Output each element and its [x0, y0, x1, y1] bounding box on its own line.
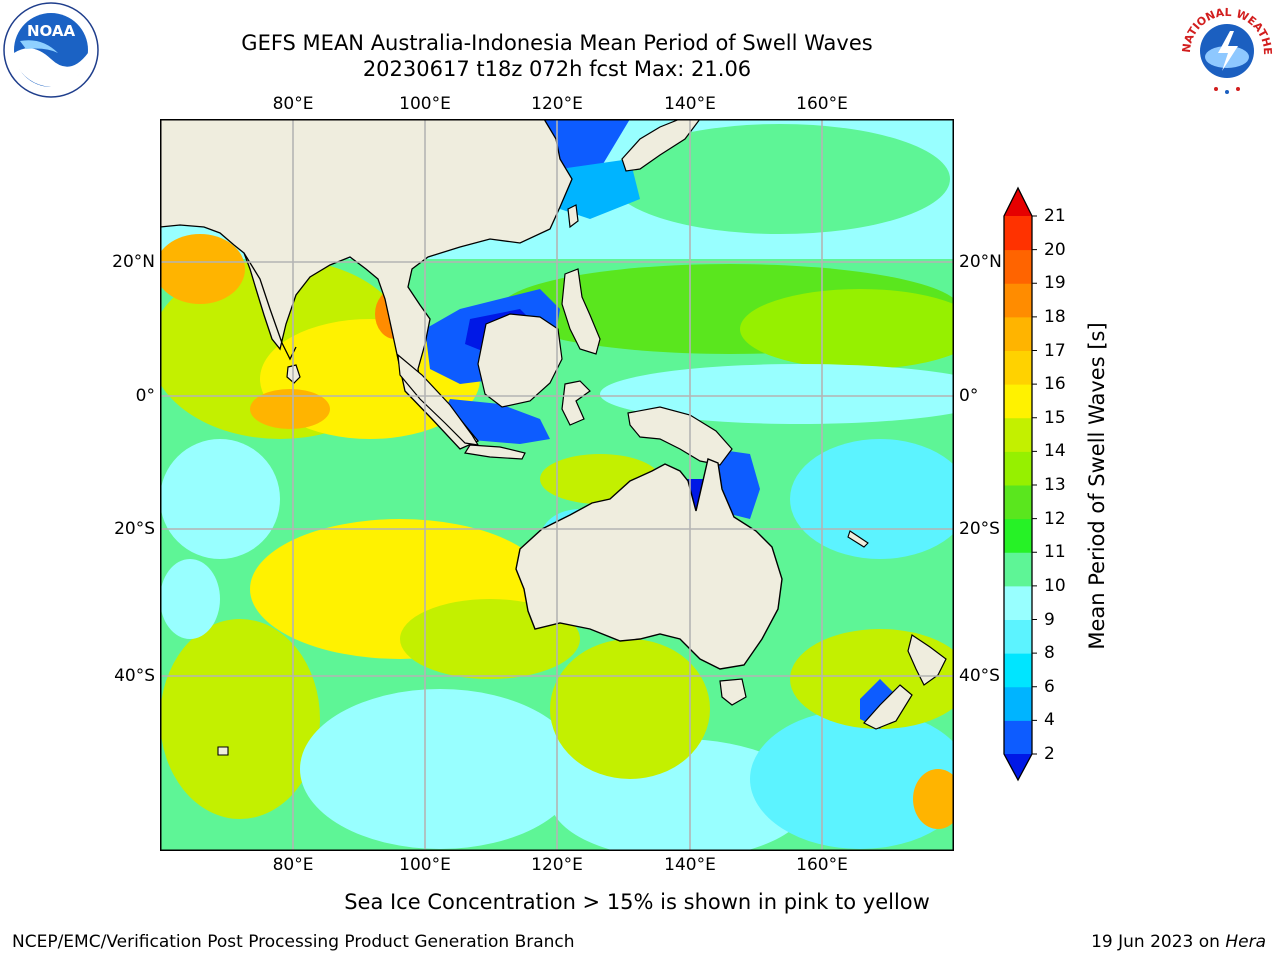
lat-lon-grid: [160, 119, 954, 851]
colorbar-tick-label: 20: [1044, 239, 1066, 260]
colorbar-bin: [1004, 686, 1032, 721]
india-peninsula: [243, 252, 297, 361]
lat-tick-right: 40°S: [959, 666, 1000, 686]
field-patch: [300, 689, 580, 849]
footer-date: 19 Jun 2023 on Hera: [1091, 932, 1266, 952]
sea-ice-note: Sea Ice Concentration > 15% is shown in …: [344, 890, 930, 914]
lat-tick-left: 20°S: [114, 519, 155, 539]
colorbar-tick-label: 18: [1044, 306, 1066, 327]
lon-tick-bottom: 120°E: [531, 855, 583, 875]
australia: [515, 458, 783, 670]
colorbar-bin: [1004, 653, 1032, 688]
lon-tick-bottom: 100°E: [399, 855, 451, 875]
lat-tick-right: 0°: [959, 386, 979, 406]
field-patch: [160, 559, 220, 639]
colorbar-tick-label: 11: [1044, 542, 1066, 563]
colorbar-bin: [1004, 518, 1032, 553]
lon-tick-bottom: 140°E: [664, 855, 716, 875]
field-patch: [160, 234, 245, 304]
field-patch: [550, 639, 710, 779]
coral-sea-low-period: [715, 449, 760, 519]
colorbar-tick-label: 12: [1044, 508, 1066, 529]
lat-tick-left: 20°N: [112, 252, 155, 272]
tasmania: [719, 678, 747, 706]
new-caledonia: [847, 530, 869, 548]
colorbar-tick-label: 2: [1044, 744, 1055, 764]
colorbar-tick-label: 15: [1044, 407, 1066, 428]
colorbar-bin: [1004, 249, 1032, 284]
field-patch: [160, 619, 320, 819]
colorbar-bin: [1004, 451, 1032, 486]
noaa-logo-text: NOAA: [27, 22, 76, 40]
nws-logo: NATIONAL WEATHER SERVICE: [1174, 0, 1276, 99]
colorbar-tick-label: 9: [1044, 609, 1055, 630]
field-patch: [740, 289, 954, 369]
colorbar-tick-label: 17: [1044, 340, 1066, 361]
footer-producer: NCEP/EMC/Verification Post Processing Pr…: [12, 932, 575, 952]
map-subtitle: 20230617 t18z 072h fcst Max: 21.06: [362, 57, 752, 81]
field-patch: [610, 124, 950, 234]
colorbar-bin: [1004, 316, 1032, 351]
colorbar-bin: [1004, 485, 1032, 520]
colorbar-tick-label: 6: [1044, 676, 1055, 697]
sumatra: [397, 353, 480, 446]
philippines: [561, 268, 601, 355]
japan: [621, 119, 701, 172]
borneo: [477, 313, 563, 408]
lon-tick-top: 120°E: [531, 94, 583, 114]
map-title: GEFS MEAN Australia-Indonesia Mean Perio…: [241, 31, 873, 55]
colorbar-extend-high: [1004, 188, 1032, 216]
colorbar-tick-label: 14: [1044, 441, 1066, 462]
colorbar: [996, 180, 1046, 794]
colorbar-bin: [1004, 350, 1032, 385]
new-zealand: [863, 634, 947, 730]
java: [464, 444, 526, 460]
footer-date-text: 19 Jun 2023 on: [1091, 932, 1226, 952]
field-patch: [913, 769, 954, 829]
colorbar-bin: [1004, 619, 1032, 654]
colorbar-bin: [1004, 283, 1032, 318]
colorbar-extend-low: [1004, 754, 1032, 780]
colorbar-tick-label: 4: [1044, 710, 1055, 731]
lon-tick-top: 160°E: [796, 94, 848, 114]
lon-tick-top: 80°E: [272, 94, 314, 114]
asia-landmass: [160, 119, 573, 450]
colorbar-bin: [1004, 585, 1032, 620]
colorbar-label: Mean Period of Swell Waves [s]: [1085, 322, 1109, 650]
field-patch: [250, 389, 330, 429]
lon-tick-bottom: 80°E: [272, 855, 314, 875]
colorbar-tick-label: 16: [1044, 374, 1066, 395]
lat-tick-left: 0°: [135, 386, 155, 406]
lat-tick-left: 40°S: [114, 666, 155, 686]
colorbar-tick-label: 8: [1044, 643, 1055, 664]
lon-tick-top: 100°E: [399, 94, 451, 114]
field-patch: [160, 439, 280, 559]
noaa-logo: NOAA: [2, 1, 100, 99]
kerguelen: [217, 746, 229, 756]
lon-tick-top: 140°E: [664, 94, 716, 114]
field-patch: [600, 364, 954, 424]
lat-tick-right: 20°N: [959, 252, 1002, 272]
sulawesi: [561, 380, 591, 426]
swell-period-map: [160, 119, 954, 851]
taiwan: [567, 204, 579, 229]
lon-tick-bottom: 160°E: [796, 855, 848, 875]
colorbar-bin: [1004, 417, 1032, 452]
colorbar-bin: [1004, 552, 1032, 587]
colorbar-tick-label: 19: [1044, 273, 1066, 294]
colorbar-bin: [1004, 384, 1032, 419]
colorbar-tick-label: 21: [1044, 206, 1066, 226]
footer-host: Hera: [1225, 932, 1266, 952]
colorbar-tick-label: 10: [1044, 575, 1066, 596]
lat-tick-right: 20°S: [959, 519, 1000, 539]
colorbar-tick-label: 13: [1044, 475, 1066, 495]
colorbar-bin: [1004, 720, 1032, 755]
field-patch: [750, 709, 954, 849]
colorbar-bin: [1004, 216, 1032, 251]
